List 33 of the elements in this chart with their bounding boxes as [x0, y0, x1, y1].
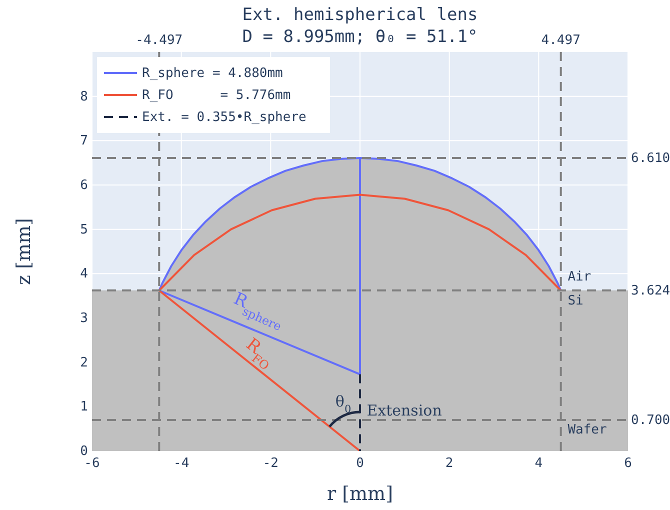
y-tick-label: 0 [80, 444, 88, 459]
x-axis-title: r [mm] [327, 483, 393, 505]
x-tick-label: 2 [445, 456, 454, 471]
chart-subtitle: D = 8.995mm; θ₀ = 51.1° [242, 27, 478, 47]
legend-label: Ext. = 0.355•R_sphere [142, 110, 307, 125]
y2-tick-label: 6.610 [631, 150, 670, 166]
chart-title: Ext. hemispherical lens [242, 5, 478, 25]
y-tick-label: 4 [80, 266, 88, 282]
x-tick-label: -6 [84, 456, 100, 471]
x-tick-label: -2 [262, 456, 278, 471]
y-tick-label: 8 [80, 89, 88, 104]
y2-tick-label: 0.700 [631, 412, 670, 428]
legend-label: R_sphere = 4.880mm [142, 66, 284, 81]
annotation: Extension [366, 402, 442, 420]
x2-tick-label: -4.497 [136, 33, 183, 48]
y-tick-label: 6 [80, 178, 88, 193]
y-tick-label: 5 [80, 222, 88, 238]
x-tick-label: 0 [356, 456, 364, 471]
y-tick-label: 2 [80, 355, 88, 370]
y-tick-label: 7 [80, 134, 88, 149]
annotation: θ$_{0}$ [335, 392, 352, 416]
y-tick-label: 3 [80, 311, 88, 326]
y-axis-title: z [mm] [13, 218, 35, 285]
x2-tick-label: 4.497 [541, 33, 580, 48]
legend-label: R_FO = 5.776mm [142, 88, 291, 103]
annotation: Air [568, 269, 592, 284]
y-tick-label: 1 [80, 400, 88, 415]
annotation: Si [568, 294, 584, 309]
x-tick-label: 6 [624, 456, 632, 471]
y2-tick-label: 3.624 [631, 283, 670, 298]
x-tick-label: -4 [174, 456, 190, 471]
x-tick-label: 4 [534, 456, 543, 471]
annotation: Wafer [568, 422, 608, 438]
